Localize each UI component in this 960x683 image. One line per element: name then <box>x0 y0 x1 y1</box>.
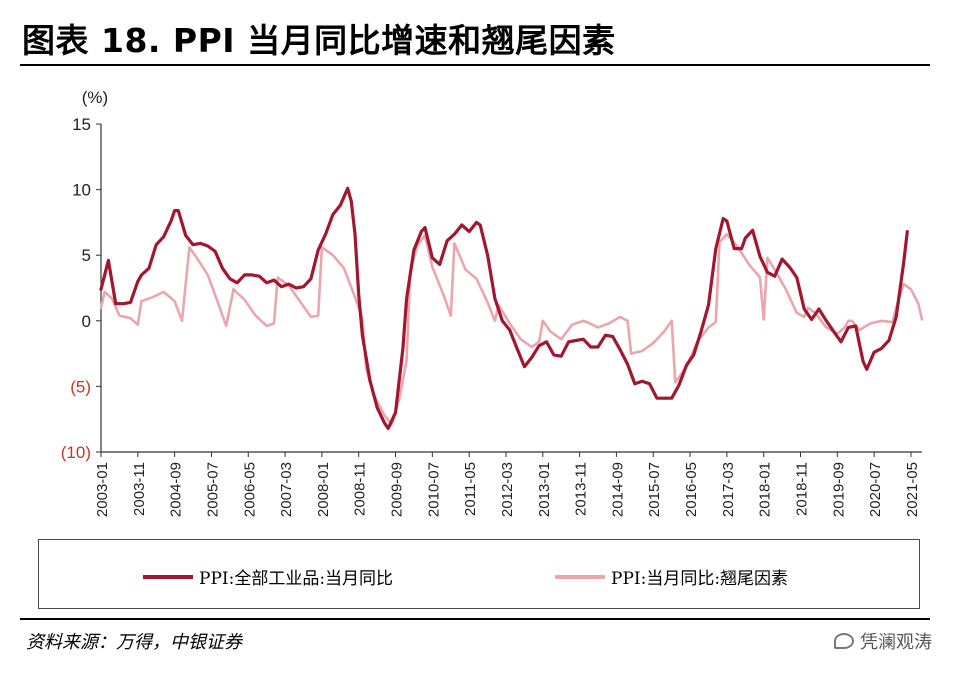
x-tick-label: 2003-01 <box>94 462 111 517</box>
x-tick-label: 2011-05 <box>462 462 479 516</box>
page-title: 图表 18. PPI 当月同比增速和翘尾因素 <box>22 21 616 60</box>
legend-label-carryover: PPI:当月同比:翘尾因素 <box>611 569 789 589</box>
y-axis-label: (%) <box>82 88 108 107</box>
x-tick-label: 2009-09 <box>389 462 406 517</box>
y-tick-label: 5 <box>82 246 91 265</box>
chart-series <box>99 186 924 430</box>
legend-label-ppi: PPI:全部工业品:当月同比 <box>199 569 394 589</box>
footer-divider <box>20 618 930 620</box>
x-tick-label: 2008-01 <box>315 462 332 517</box>
x-tick-label: 2004-09 <box>168 462 185 517</box>
y-tick-label: (5) <box>70 377 91 396</box>
x-tick-label: 2021-05 <box>904 462 921 517</box>
x-tick-label: 2016-05 <box>683 462 700 517</box>
series-line-carryover <box>99 232 924 426</box>
series-line-ppi <box>99 186 909 430</box>
x-tick-label: 2003-11 <box>131 462 148 516</box>
x-tick-label: 2013-11 <box>573 462 590 516</box>
title-divider <box>20 64 930 66</box>
x-tick-label: 2018-01 <box>757 462 774 517</box>
x-tick-label: 2013-01 <box>536 462 553 517</box>
line-chart: 15 10 5 0 (5) (10) (%) 2003-01 2003-11 2004-09 200… <box>61 88 924 517</box>
watermark: 凭澜观涛 <box>834 628 932 654</box>
x-tick-label: 2007-03 <box>278 462 295 517</box>
x-tick-label: 2008-11 <box>352 462 369 516</box>
y-tick-label: 0 <box>82 312 91 331</box>
legend-item-carryover: PPI:当月同比:翘尾因素 <box>555 564 788 589</box>
x-tick-label: 2010-07 <box>425 462 442 517</box>
chart-legend: PPI:全部工业品:当月同比 PPI:当月同比:翘尾因素 <box>38 539 920 609</box>
x-tick-label: 2005-07 <box>204 462 221 517</box>
source-note: 资料来源：万得，中银证券 <box>26 632 242 653</box>
x-tick-label: 2006-05 <box>241 462 258 517</box>
legend-swatch-carryover <box>555 574 605 579</box>
chart-axes: 15 10 5 0 (5) (10) (%) 2003-01 2003-11 2004-09 200… <box>61 88 922 517</box>
x-tick-label: 2014-09 <box>609 462 626 517</box>
y-tick-label: 15 <box>72 115 91 134</box>
legend-item-ppi: PPI:全部工业品:当月同比 <box>143 564 393 589</box>
x-tick-label: 2017-03 <box>720 462 737 517</box>
x-tick-label: 2018-11 <box>794 462 811 516</box>
wechat-icon <box>834 633 854 649</box>
y-tick-label: 10 <box>72 181 91 200</box>
legend-swatch-ppi <box>143 574 193 579</box>
watermark-text: 凭澜观涛 <box>860 632 932 653</box>
x-tick-label: 2020-07 <box>867 462 884 517</box>
x-tick-label: 2019-09 <box>830 462 847 517</box>
y-tick-label: (10) <box>61 443 91 462</box>
x-tick-label: 2012-03 <box>499 462 516 517</box>
x-tick-label: 2015-07 <box>646 462 663 517</box>
